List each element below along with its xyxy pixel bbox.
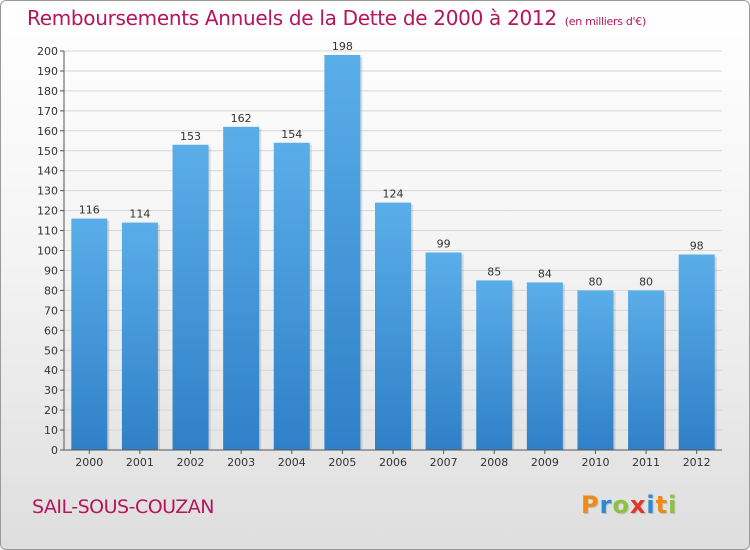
x-tick-label: 2006 xyxy=(379,456,407,469)
x-tick-label: 2001 xyxy=(126,456,154,469)
bar xyxy=(628,290,665,450)
logo-letter: r xyxy=(599,491,613,519)
logo-letter: t xyxy=(655,491,669,519)
bar xyxy=(121,222,158,450)
y-tick-label: 200 xyxy=(37,45,58,58)
y-tick-label: 140 xyxy=(37,165,58,178)
bar-value-label: 85 xyxy=(487,265,501,278)
bar-value-label: 80 xyxy=(588,275,602,288)
x-tick-label: 2007 xyxy=(430,456,458,469)
y-tick-label: 150 xyxy=(37,145,58,158)
y-tick-label: 90 xyxy=(44,264,58,277)
x-tick-label: 2008 xyxy=(480,456,508,469)
y-tick-label: 100 xyxy=(37,245,58,258)
bar-value-label: 84 xyxy=(538,267,552,280)
bars: 116 114 153 162 154 198 124 99 85 84 80 80 98 xyxy=(71,40,717,451)
y-tick-label: 70 xyxy=(44,304,58,317)
bar xyxy=(678,254,715,450)
y-tick-label: 60 xyxy=(44,324,58,337)
y-tick-label: 50 xyxy=(44,344,58,357)
x-tick-label: 2009 xyxy=(531,456,559,469)
y-tick-label: 20 xyxy=(44,404,58,417)
proxiti-logo[interactable]: Proxiti xyxy=(581,491,677,519)
y-tick-label: 0 xyxy=(51,444,58,457)
x-tick-label: 2005 xyxy=(328,456,356,469)
x-tick-label: 2002 xyxy=(177,456,205,469)
y-tick-label: 80 xyxy=(44,284,58,297)
y-tick-label: 180 xyxy=(37,85,58,98)
bar xyxy=(223,126,260,450)
y-tick-label: 110 xyxy=(37,225,58,238)
logo-letter: i xyxy=(668,491,678,519)
y-tick-label: 10 xyxy=(44,424,58,437)
logo-letter: o xyxy=(612,491,630,519)
logo-letter: i xyxy=(646,491,656,519)
bar-value-label: 124 xyxy=(383,188,404,201)
y-tick-label: 30 xyxy=(44,384,58,397)
x-tick-label: 2011 xyxy=(632,456,660,469)
y-tick-label: 170 xyxy=(37,105,58,118)
bar-value-label: 116 xyxy=(79,204,100,217)
x-tick-label: 2000 xyxy=(75,456,103,469)
bar xyxy=(425,252,462,450)
chart-title-text: Remboursements Annuels de la Dette de 20… xyxy=(27,6,557,30)
x-tick-label: 2012 xyxy=(683,456,711,469)
x-tick-label: 2003 xyxy=(227,456,255,469)
axes: 0 10 20 30 40 50 60 70 80 90 100 110 120 130 140 150 160… xyxy=(37,45,722,469)
bar xyxy=(324,54,361,451)
bar-value-label: 162 xyxy=(231,112,252,125)
bar xyxy=(526,282,563,450)
y-tick-label: 130 xyxy=(37,185,58,198)
x-tick-label: 2004 xyxy=(278,456,306,469)
bar xyxy=(577,290,614,450)
bar-value-label: 114 xyxy=(129,208,150,221)
bar-value-label: 154 xyxy=(281,128,302,141)
y-tick-label: 120 xyxy=(37,205,58,218)
commune-name: SAIL-SOUS-COUZAN xyxy=(32,496,214,518)
bar-value-label: 153 xyxy=(180,130,201,143)
bar-value-label: 80 xyxy=(639,275,653,288)
bar xyxy=(375,202,411,450)
y-tick-label: 40 xyxy=(44,364,58,377)
bar-value-label: 98 xyxy=(690,239,704,252)
x-tick-label: 2010 xyxy=(581,456,609,469)
logo-letter: P xyxy=(581,491,600,519)
bar xyxy=(172,144,209,450)
y-tick-label: 160 xyxy=(37,125,58,138)
bar-value-label: 198 xyxy=(332,40,353,53)
bar-value-label: 99 xyxy=(437,237,451,250)
bar xyxy=(476,280,513,450)
bar xyxy=(273,142,310,450)
chart-subtitle: (en milliers d'€) xyxy=(564,15,646,28)
y-tick-label: 190 xyxy=(37,65,58,78)
chart-title: Remboursements Annuels de la Dette de 20… xyxy=(27,6,646,30)
bar xyxy=(71,218,108,450)
logo-letter: x xyxy=(629,491,647,519)
